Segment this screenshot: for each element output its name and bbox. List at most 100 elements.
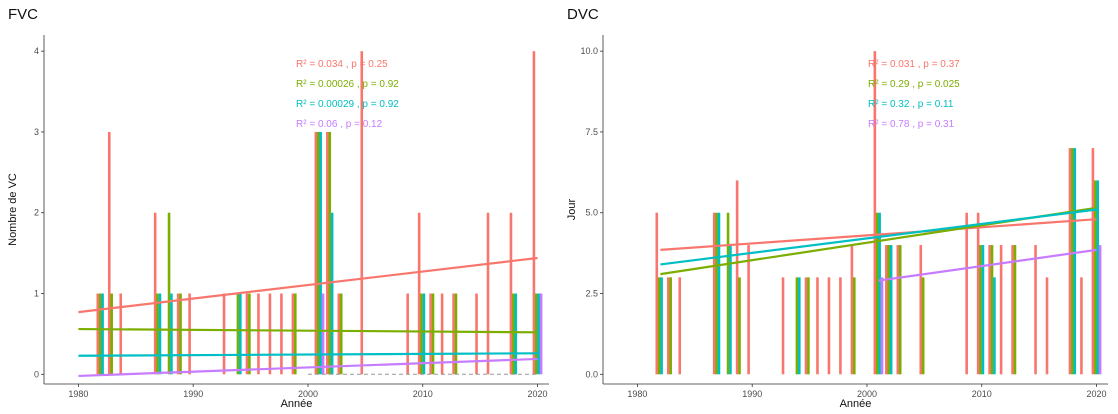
bar-series-1: [222, 293, 226, 375]
x-tick-label: 2000: [298, 389, 318, 399]
trend-line-series-4: [78, 357, 538, 378]
bar-series-2: [715, 212, 718, 375]
bar-series-3: [170, 293, 173, 375]
bar-series-2: [1013, 245, 1017, 375]
bar-series-3: [717, 212, 721, 375]
bar-series-2: [156, 293, 159, 375]
bar-series-2: [921, 277, 925, 375]
bar-series-2: [1071, 148, 1074, 375]
bar-series-1: [245, 293, 249, 375]
bar-series-1: [188, 293, 191, 375]
y-axis-title: Jour: [566, 198, 578, 220]
bar-series-3: [158, 293, 162, 375]
bar-series-2: [979, 245, 982, 375]
bar-series-1: [873, 51, 877, 375]
bar-series-1: [107, 131, 111, 375]
bar-series-1: [850, 245, 854, 375]
bar-series-2: [98, 293, 102, 375]
bar-series-1: [96, 293, 100, 375]
bar-series-2: [990, 245, 994, 375]
r2-annotation-series-3: R² = 0.32 , p = 0.11: [868, 99, 954, 110]
bar-series-2: [807, 277, 810, 375]
fvc-title: FVC: [8, 6, 38, 23]
bar-series-1: [896, 245, 900, 375]
bar-series-1: [747, 245, 750, 375]
bar-series-2: [431, 293, 435, 375]
bar-series-2: [454, 293, 458, 375]
bar-series-1: [666, 277, 670, 375]
bar-series-3: [101, 293, 104, 375]
bar-series-1: [1068, 148, 1072, 375]
y-tick-label: 3: [34, 127, 39, 137]
r2-annotation-series-2: R² = 0.00026 , p = 0.92: [296, 79, 399, 90]
trend-line-series-4: [878, 248, 1097, 282]
bar-series-1: [999, 245, 1003, 375]
y-tick-label: 4: [34, 46, 39, 56]
bar-series-3: [981, 245, 985, 375]
bar-series-3: [798, 277, 801, 375]
bar-series-1: [919, 245, 923, 375]
bar-series-1: [1091, 148, 1095, 375]
bar-series-3: [1096, 180, 1100, 375]
bar-series-2: [669, 277, 672, 375]
x-tick-label: 1990: [183, 389, 203, 399]
bar-series-2: [512, 293, 515, 375]
bar-series-1: [532, 51, 536, 375]
bar-series-3: [537, 293, 541, 375]
bar-series-3: [993, 277, 996, 375]
bar-series-1: [360, 51, 364, 375]
bar-series-3: [514, 293, 518, 375]
y-tick-label: 0.0: [585, 369, 598, 379]
bar-series-1: [1034, 245, 1037, 375]
y-tick-label: 0: [34, 369, 39, 379]
y-axis-title: Nombre de VC: [7, 173, 19, 246]
bar-series-2: [898, 245, 902, 375]
trend-line-series-2: [78, 327, 538, 334]
x-tick-label: 1990: [742, 389, 762, 399]
bar-series-1: [678, 277, 682, 375]
bar-series-2: [248, 293, 251, 375]
bar-series-1: [735, 180, 739, 375]
r2-annotation-series-1: R² = 0.031 , p = 0.37: [868, 59, 960, 70]
bar-series-1: [1011, 245, 1014, 375]
bar-series-1: [291, 293, 295, 375]
bar-series-1: [337, 293, 341, 375]
bar-series-1: [486, 212, 490, 375]
bar-series-1: [885, 245, 888, 375]
bar-series-1: [280, 293, 283, 375]
bar-series-2: [875, 212, 879, 375]
x-tick-label: 2020: [528, 389, 548, 399]
bar-series-1: [655, 212, 659, 375]
x-tick-label: 1980: [68, 389, 88, 399]
bar-series-4: [321, 293, 325, 375]
dvc-panel: 0.0 2.5 5.0 7.5 10.0 1980 1990 2000 2010 2020 Anné…: [559, 0, 1118, 414]
bar-series-1: [417, 212, 421, 375]
bar-series-1: [965, 212, 968, 375]
x-axis-title: Année: [281, 398, 313, 410]
bar-series-1: [176, 293, 180, 375]
bar-series-2: [853, 277, 856, 375]
bar-series-1: [839, 277, 842, 375]
bar-series-3: [330, 212, 334, 375]
bar-series-1: [153, 212, 157, 375]
fvc-panel: 0 1 2 3 4 1980 1990 2000 2010 2020 Année Nombre de …: [7, 6, 549, 410]
bar-series-2: [236, 293, 240, 375]
x-tick-label: 1980: [627, 389, 647, 399]
y-tick-label: 7.5: [585, 127, 598, 137]
bar-series-3: [422, 293, 426, 375]
bar-series-1: [429, 293, 432, 375]
bar-series-4: [880, 277, 884, 375]
bar-series-1: [827, 277, 831, 375]
trend-line-series-3: [660, 208, 1097, 266]
bar-series-1: [1045, 277, 1049, 375]
y-tick-label: 1: [34, 289, 39, 299]
r2-annotation-series-4: R² = 0.06 , p = 0.12: [296, 119, 383, 130]
x-tick-label: 2020: [1087, 389, 1107, 399]
bar-series-3: [239, 293, 242, 375]
bar-series-1: [816, 277, 819, 375]
r2-annotation-series-3: R² = 0.00029 , p = 0.92: [296, 99, 399, 110]
bar-series-2: [167, 212, 171, 375]
bar-series-1: [976, 212, 980, 375]
x-tick-label: 2000: [857, 389, 877, 399]
bar-series-2: [328, 131, 332, 375]
